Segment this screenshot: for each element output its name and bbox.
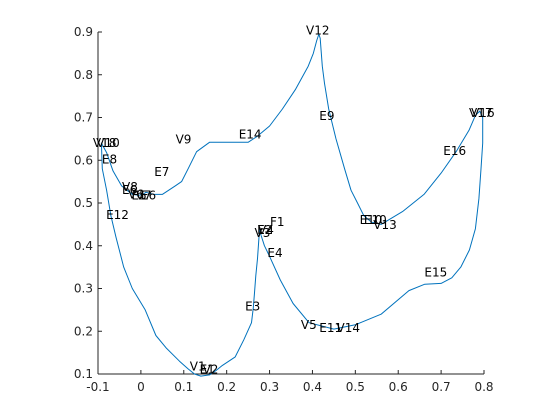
y-tick-label: 0.2 [74, 324, 93, 338]
x-tick-label: 0.4 [303, 380, 322, 394]
y-tick-label: 0.9 [74, 25, 93, 39]
annotation-label: V5 [301, 318, 317, 332]
annotation-label: E3 [245, 300, 260, 314]
annotation-label: V10 [96, 136, 119, 150]
x-tick-label: 0.7 [432, 380, 451, 394]
annotation-label: E4 [267, 246, 282, 260]
annotation-label: V17 [469, 106, 492, 120]
x-tick-label: 0.2 [217, 380, 236, 394]
y-tick-label: 0.4 [74, 239, 93, 253]
annotation-label: E10 [364, 213, 387, 227]
annotation-label: E6 [141, 188, 156, 202]
y-tick-label: 0.6 [74, 153, 93, 167]
annotation-label: E1 [200, 363, 215, 377]
x-tick-label: 0.6 [389, 380, 408, 394]
x-tick-label: 0.8 [474, 380, 493, 394]
y-tick-label: 0.8 [74, 68, 93, 82]
annotation-label: V7 [136, 188, 152, 202]
annotation-label: E2 [257, 223, 272, 237]
annotation-label: V3 [255, 226, 271, 240]
axis-ticks: -0.1 0 0.1 0.2 0.3 0.4 0.5 0.6 0.7 0.8 0.1 0.2 0.3 0.… [74, 25, 494, 394]
annotation-label: E5 [132, 188, 147, 202]
annotation-label: E16 [443, 144, 466, 158]
annotation-label: V6 [128, 187, 144, 201]
annotation-label: E14 [239, 128, 262, 142]
annotation-label: V14 [337, 321, 360, 335]
annotation-label: E8 [102, 152, 117, 166]
y-tick-label: 0.3 [74, 282, 93, 296]
annotation-label: V13 [373, 218, 396, 232]
annotation-label: E10 [360, 213, 383, 227]
annotation-label: E6 [122, 183, 137, 197]
x-tick-label: 0.5 [346, 380, 365, 394]
annotation-label: F1 [270, 215, 285, 229]
annotation-label: E11 [319, 321, 342, 335]
annotation-layer: V12V17V16E9V18V10E14V9E16E8E7V8E6V6E5V7E… [93, 24, 495, 377]
chart-axes [97, 32, 484, 375]
annotation-label: V4 [258, 223, 274, 237]
annotation-label: V1 [190, 360, 206, 374]
annotation-label: E12 [106, 208, 129, 222]
x-tick-label: -0.1 [86, 380, 109, 394]
y-tick-label: 0.7 [74, 111, 93, 125]
annotation-label: V9 [176, 133, 192, 147]
annotation-label: E9 [319, 109, 334, 123]
annotation-label: V16 [471, 106, 494, 120]
y-tick-label: 0.5 [74, 196, 93, 210]
series-line [100, 33, 484, 377]
annotation-label: V12 [306, 24, 329, 38]
annotation-label: V18 [93, 136, 116, 150]
annotation-label: V8 [122, 180, 138, 194]
annotation-label: V2 [203, 363, 219, 377]
series-layer [100, 33, 484, 377]
annotation-label: E15 [424, 265, 447, 279]
x-tick-label: 0.3 [260, 380, 279, 394]
annotation-label: E7 [154, 165, 169, 179]
x-tick-label: 0.1 [174, 380, 193, 394]
x-tick-label: 0 [137, 380, 145, 394]
y-tick-label: 0.1 [74, 367, 93, 381]
